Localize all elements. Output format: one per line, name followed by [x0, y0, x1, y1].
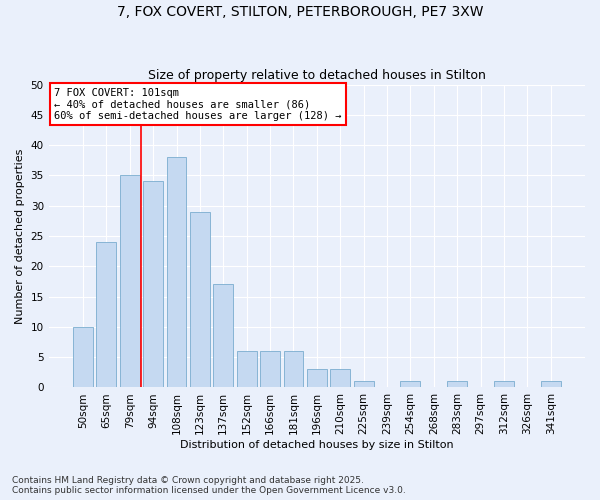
Bar	[73, 327, 93, 388]
Bar	[400, 382, 421, 388]
X-axis label: Distribution of detached houses by size in Stilton: Distribution of detached houses by size …	[180, 440, 454, 450]
Bar	[97, 242, 116, 388]
Text: Contains HM Land Registry data © Crown copyright and database right 2025.
Contai: Contains HM Land Registry data © Crown c…	[12, 476, 406, 495]
Bar	[307, 370, 327, 388]
Bar	[353, 382, 374, 388]
Bar	[237, 351, 257, 388]
Bar	[167, 158, 187, 388]
Bar	[214, 284, 233, 388]
Bar	[284, 351, 304, 388]
Bar	[494, 382, 514, 388]
Y-axis label: Number of detached properties: Number of detached properties	[15, 148, 25, 324]
Text: 7, FOX COVERT, STILTON, PETERBOROUGH, PE7 3XW: 7, FOX COVERT, STILTON, PETERBOROUGH, PE…	[117, 5, 483, 19]
Bar	[260, 351, 280, 388]
Title: Size of property relative to detached houses in Stilton: Size of property relative to detached ho…	[148, 69, 486, 82]
Bar	[447, 382, 467, 388]
Bar	[190, 212, 210, 388]
Bar	[120, 176, 140, 388]
Text: 7 FOX COVERT: 101sqm
← 40% of detached houses are smaller (86)
60% of semi-detac: 7 FOX COVERT: 101sqm ← 40% of detached h…	[54, 88, 341, 121]
Bar	[143, 182, 163, 388]
Bar	[541, 382, 560, 388]
Bar	[330, 370, 350, 388]
